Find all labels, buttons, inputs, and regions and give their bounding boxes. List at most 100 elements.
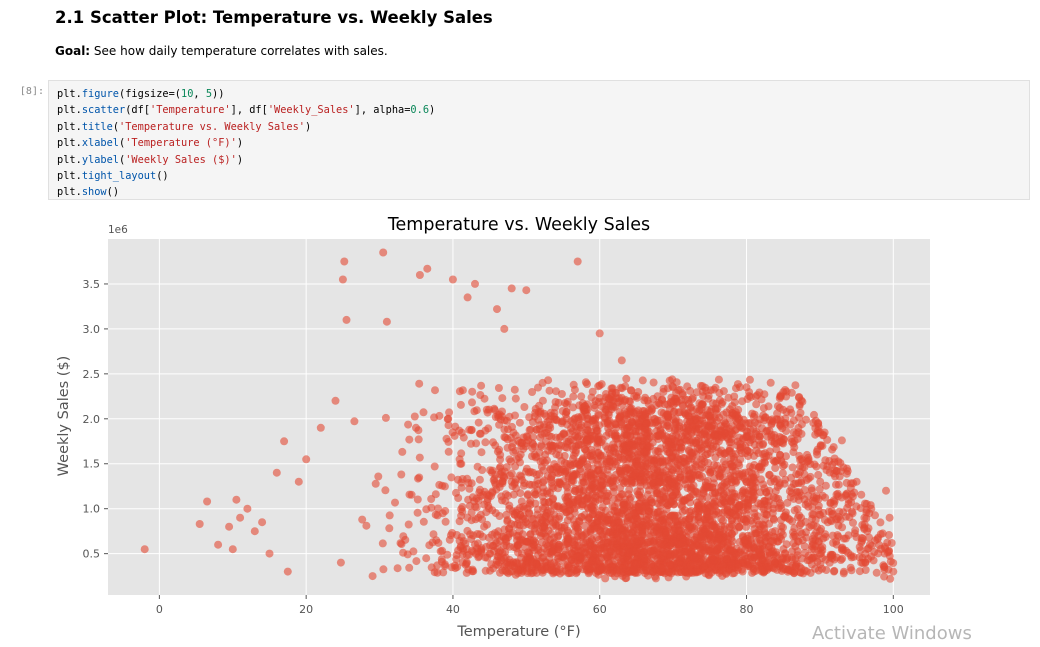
scatter-point — [468, 398, 476, 407]
code-token: , — [193, 88, 206, 100]
scatter-point — [463, 293, 472, 302]
scatter-point — [674, 455, 683, 464]
scatter-point — [625, 485, 634, 494]
scatter-point — [738, 487, 747, 496]
scatter-point — [498, 412, 507, 421]
scatter-point — [666, 553, 675, 562]
scatter-point — [796, 408, 805, 417]
x-tick-label: 60 — [593, 603, 607, 616]
scatter-point — [515, 527, 524, 535]
scatter-point — [682, 568, 691, 577]
scatter-point — [302, 455, 311, 464]
scatter-point — [443, 415, 452, 424]
scatter-point — [677, 554, 686, 562]
scatter-point — [791, 554, 800, 563]
scatter-point — [704, 459, 713, 467]
scatter-point — [511, 462, 520, 471]
scatter-point — [708, 467, 717, 476]
scatter-point — [701, 528, 710, 537]
scatter-point — [634, 503, 643, 512]
scatter-point — [579, 478, 588, 487]
scatter-point — [691, 507, 700, 516]
scatter-point — [385, 524, 394, 533]
scatter-point — [489, 476, 498, 485]
scatter-point — [777, 566, 786, 575]
scatter-point — [505, 455, 514, 464]
code-cell[interactable]: plt.figure(figsize=(10, 5)) plt.scatter(d… — [48, 80, 1030, 200]
scatter-point — [832, 553, 841, 562]
scatter-point — [690, 554, 699, 563]
scatter-point — [534, 550, 543, 559]
code-line: plt.xlabel('Temperature (°F)') — [57, 135, 1021, 151]
y-axis-ticks: 0.5 1.0 1.5 2.0 2.5 3.0 3.5 — [83, 278, 108, 561]
scatter-point — [283, 567, 292, 576]
y-tick-label: 0.5 — [83, 548, 101, 561]
scatter-point — [467, 479, 476, 488]
scatter-point — [698, 387, 707, 396]
scatter-point — [538, 430, 546, 439]
activate-windows-watermark: Activate Windows — [812, 623, 972, 644]
scatter-point — [763, 563, 772, 572]
scatter-point — [728, 546, 737, 555]
scatter-point — [710, 510, 718, 518]
code-token: show — [81, 186, 107, 199]
scatter-points — [140, 248, 898, 583]
scatter-point — [701, 519, 710, 528]
scatter-point — [486, 541, 494, 550]
scatter-point — [433, 511, 442, 520]
code-token: 'Weekly Sales ($)' — [125, 153, 237, 166]
scatter-point — [836, 459, 845, 467]
scatter-point — [555, 504, 564, 513]
scatter-point — [770, 438, 779, 447]
scatter-point — [604, 471, 613, 480]
scatter-point — [419, 408, 428, 417]
scatter-point — [407, 490, 416, 499]
scatter-point — [790, 530, 799, 539]
scatter-point — [588, 524, 597, 533]
code-editor[interactable]: plt.figure(figsize=(10, 5)) plt.scatter(d… — [49, 81, 1029, 206]
x-tick-label: 100 — [883, 603, 904, 616]
scatter-point — [643, 521, 652, 530]
scatter-point — [623, 514, 632, 523]
scatter-point — [528, 418, 537, 426]
scatter-point — [770, 564, 779, 573]
scatter-point — [645, 532, 654, 541]
scatter-point — [617, 356, 626, 365]
scatter-point — [439, 568, 448, 577]
scatter-point — [547, 432, 556, 441]
scatter-point — [803, 457, 812, 466]
scatter-point — [534, 383, 542, 392]
scatter-point — [678, 389, 687, 398]
scatter-point — [397, 470, 406, 479]
scatter-point — [489, 438, 497, 447]
scatter-point — [531, 527, 539, 536]
scatter-point — [880, 572, 889, 581]
scatter-point — [455, 387, 464, 396]
scatter-point — [427, 563, 436, 572]
scatter-point — [340, 257, 349, 266]
scatter-point — [813, 445, 822, 454]
scatter-point — [733, 414, 742, 423]
scatter-point — [686, 386, 695, 395]
scatter-point — [413, 508, 422, 517]
scatter-point — [515, 418, 524, 427]
code-line: plt.scatter(df['Temperature'], df['Weekl… — [57, 102, 1021, 118]
scatter-point — [735, 461, 744, 470]
scatter-point — [832, 537, 841, 546]
scatter-point — [571, 522, 580, 531]
scatter-point — [474, 513, 483, 522]
scatter-point — [830, 566, 839, 575]
scatter-point — [665, 560, 674, 569]
scatter-point — [541, 512, 550, 521]
scatter-point — [547, 478, 556, 487]
code-token: 0.6 — [410, 104, 430, 117]
scatter-chart: 0 20 40 60 80 100 0.5 1.0 1.5 2.0 2.5 3.0 3.5 Tempe… — [56, 215, 930, 640]
code-line: plt.tight_layout() — [57, 168, 1021, 184]
scatter-point — [706, 536, 715, 544]
scatter-point — [858, 520, 867, 529]
x-tick-label: 80 — [740, 603, 754, 616]
scatter-point — [713, 529, 721, 538]
scatter-point — [488, 506, 497, 515]
scatter-point — [567, 424, 576, 433]
scatter-point — [730, 455, 738, 464]
